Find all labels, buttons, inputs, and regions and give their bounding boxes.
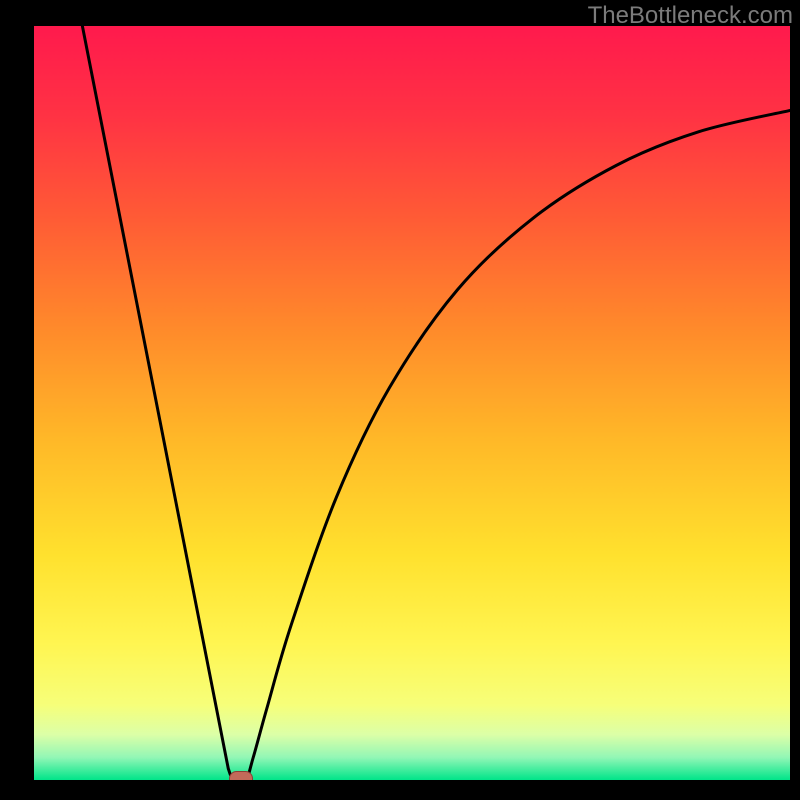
curve-path	[82, 26, 790, 780]
plot-area	[34, 26, 790, 780]
watermark-text: TheBottleneck.com	[588, 2, 793, 30]
optimal-point-marker	[229, 771, 253, 780]
bottleneck-curve	[34, 26, 790, 780]
